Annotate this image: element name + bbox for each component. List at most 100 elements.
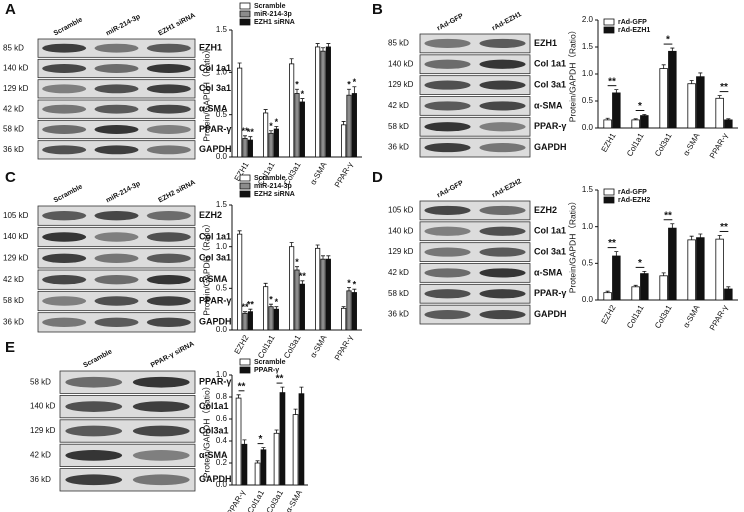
x-tick-label: α-SMA [681, 131, 701, 157]
significance: * [666, 35, 670, 46]
y-tick-label: 0.6 [216, 414, 228, 423]
bar [687, 83, 696, 129]
bar [659, 68, 668, 129]
legend-label: Scramble [254, 3, 286, 10]
blot-band [146, 145, 191, 155]
blot-strip [419, 116, 531, 137]
blot-band [132, 450, 190, 461]
blot-band [146, 210, 191, 221]
bar [299, 283, 305, 331]
protein-label: GAPDH [199, 474, 232, 484]
y-axis-label: Protein/GAPDH（Ratio） [201, 219, 211, 315]
protein-label: Col 3a1 [199, 83, 231, 93]
significance: ** [276, 374, 284, 385]
protein-label: GAPDH [534, 309, 567, 319]
kd-label: 58 kD [3, 125, 24, 134]
error-bar [717, 235, 722, 240]
significance: * [638, 258, 642, 269]
blot-band [42, 210, 87, 221]
bar [273, 432, 280, 486]
x-tick-label: PPAR-γ [708, 132, 730, 161]
blot-band [42, 253, 87, 264]
blot-band [132, 401, 190, 412]
error-bar [726, 118, 731, 120]
y-tick-label: 1.5 [216, 25, 228, 34]
significance: * [347, 80, 351, 90]
lane-label: Scramble [53, 183, 84, 204]
protein-label: PPAR-γ [199, 377, 231, 387]
protein-label: PPAR-γ [534, 121, 566, 131]
error-bar [295, 266, 299, 270]
kd-label: 140 kD [3, 232, 29, 241]
significance: * [259, 434, 263, 445]
protein-label: Col 3a1 [199, 253, 231, 263]
x-tick-label: Col3a1 [282, 333, 303, 360]
y-tick-label: 0.5 [216, 283, 228, 292]
significance: * [353, 280, 357, 290]
significance: * [275, 117, 279, 127]
significance: * [275, 297, 279, 307]
bar [254, 462, 261, 486]
panel-letter: B [372, 1, 383, 18]
significance: ** [664, 210, 672, 221]
error-bar [698, 233, 703, 238]
bar [346, 94, 352, 158]
blot-band [146, 84, 191, 94]
y-tick-label: 0.0 [582, 295, 594, 304]
blot-band [479, 143, 526, 153]
blot-band [94, 253, 139, 264]
protein-label: Col 3a1 [534, 79, 566, 89]
kd-label: 58 kD [30, 377, 51, 386]
kd-label: 129 kD [388, 80, 414, 89]
bar [242, 137, 248, 158]
blot-band [479, 80, 526, 90]
legend-label: rAd-EZH2 [618, 197, 650, 204]
error-bar [321, 255, 325, 260]
lane-label: Scramble [82, 348, 113, 369]
bar [668, 50, 677, 129]
protein-label: Col 1a1 [199, 63, 231, 73]
bar [237, 233, 243, 331]
y-tick-label: 0.5 [582, 258, 594, 267]
blot-band [424, 268, 471, 278]
significance: ** [720, 222, 728, 233]
bar [235, 397, 242, 486]
kd-label: 36 kD [3, 317, 24, 326]
protein-label: EZH1 [199, 43, 222, 53]
blot-band [42, 84, 87, 94]
bar [696, 76, 705, 129]
error-bar [242, 439, 247, 445]
error-bar [352, 86, 357, 94]
y-tick-label: 1.0 [216, 67, 228, 76]
bar [268, 306, 274, 331]
bar [603, 119, 612, 129]
blot-strip [419, 200, 531, 221]
legend-label: rAd-EZH1 [618, 27, 650, 34]
error-bar [237, 62, 242, 69]
kd-label: 58 kD [388, 122, 409, 131]
blot-strip [419, 54, 531, 75]
kd-label: 140 kD [30, 402, 56, 411]
kd-label: 42 kD [30, 451, 51, 460]
bar [603, 292, 612, 301]
blot-band [424, 143, 471, 153]
bar [247, 311, 253, 331]
x-tick-label: EZH2 [600, 303, 618, 326]
legend-swatch [239, 174, 251, 182]
legend-label: EZH2 siRNA [254, 191, 295, 198]
x-tick-label: PPAR-γ [333, 161, 355, 190]
lane-label: rAd-EZH1 [491, 11, 523, 32]
bar [687, 239, 696, 301]
legend-swatch [603, 18, 615, 26]
bar [320, 258, 326, 331]
significance: ** [238, 381, 246, 392]
y-tick-label: 2.0 [582, 15, 594, 24]
kd-label: 58 kD [388, 289, 409, 298]
legend-swatch [603, 188, 615, 196]
bar [298, 393, 305, 486]
blot-band [479, 38, 526, 49]
blot-band [479, 289, 526, 299]
protein-label: α-SMA [534, 100, 563, 110]
blot-band [42, 296, 87, 306]
protein-label: PPAR-γ [199, 124, 231, 134]
